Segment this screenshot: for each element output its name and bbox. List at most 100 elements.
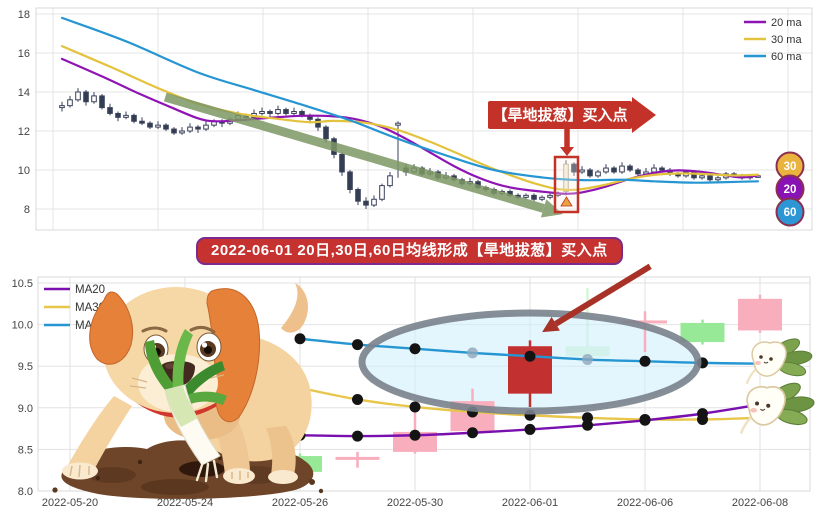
candle — [259, 111, 265, 114]
candle — [651, 167, 657, 173]
candle — [539, 196, 545, 200]
buy-point-callout: 【旱地拔葱】买入点 — [488, 97, 656, 133]
candle — [115, 112, 121, 118]
radish-mouth — [763, 361, 769, 364]
chart-text: 60 — [784, 207, 797, 219]
leek-leaf — [179, 361, 225, 397]
chart-text: 【旱地拔葱】买入点 — [492, 106, 627, 124]
candle — [67, 99, 73, 107]
eye-glint — [201, 342, 208, 348]
dirt-crumb — [52, 487, 58, 493]
ma-line-60ma — [60, 16, 760, 184]
leek-leaf — [172, 329, 193, 391]
bottom-zoom-chart: 8.0 8.5 9.0 9.5 10.0 10.5 2022-05-20 2022-05-24… — [12, 263, 811, 509]
radish-body — [746, 385, 786, 426]
chart-text: 10 — [18, 165, 30, 177]
chart-text: 60 ma — [771, 51, 802, 63]
ma-dot — [524, 350, 536, 362]
radish-eye — [766, 403, 771, 408]
candle-2022-05-27 — [335, 451, 380, 468]
chart-text: 2022-05-26 — [272, 497, 328, 509]
candle — [283, 109, 289, 114]
dog-front-right-paw — [223, 468, 255, 484]
candle — [155, 124, 161, 128]
candle — [59, 105, 65, 109]
ma-badges: 30 20 60 — [775, 151, 805, 227]
radish-character — [740, 382, 815, 434]
chart-text: 18 — [18, 9, 30, 21]
radish-root — [745, 368, 757, 385]
ma-dot — [409, 343, 421, 355]
radish-blush — [755, 361, 761, 365]
candle — [611, 167, 617, 173]
radish-root — [740, 416, 752, 434]
radish-mouth — [760, 408, 766, 411]
candle — [275, 109, 281, 114]
radish-body — [751, 341, 787, 377]
candle — [379, 185, 385, 200]
candle — [563, 163, 569, 192]
ma-dot — [294, 333, 306, 345]
candle — [339, 153, 345, 173]
ma-badge-60 — [775, 197, 805, 227]
candle-2022-06-06 — [623, 311, 667, 353]
candle — [523, 194, 529, 198]
candle — [83, 91, 89, 103]
ma-dot — [409, 429, 421, 441]
chart-text: 2022-06-06 — [617, 497, 673, 509]
chart-text: 2022-05-30 — [387, 497, 443, 509]
scallion-leek — [145, 329, 227, 483]
chart-text: 8.0 — [18, 486, 33, 498]
chart-text: 14 — [18, 87, 30, 99]
candle — [595, 171, 601, 177]
annotation-banner: 2022-06-01 20日,30日,60日均线形成【旱地拔葱】买入点 — [196, 237, 623, 265]
candle — [547, 194, 553, 198]
candle — [131, 114, 137, 122]
dirt-crumb — [318, 488, 324, 494]
candle — [195, 126, 201, 130]
chart-text: 16 — [18, 48, 30, 60]
candle-2022-06-08 — [738, 294, 782, 333]
ma-dot — [467, 427, 478, 439]
candle — [147, 122, 153, 128]
candle — [579, 169, 585, 173]
candle — [99, 95, 105, 109]
candle — [139, 120, 145, 124]
radish-eye — [769, 357, 773, 361]
radish-blush — [750, 408, 758, 413]
radish-eye — [759, 355, 763, 359]
candle — [107, 107, 113, 114]
chart-text: 8 — [24, 204, 30, 216]
leek-leaf — [145, 340, 176, 391]
candle — [75, 91, 81, 101]
candle — [715, 177, 721, 181]
dog-hind-paw — [268, 470, 298, 484]
buy-marker-triangle — [560, 196, 573, 207]
dog-hind-leg — [266, 426, 296, 475]
candle — [699, 175, 705, 179]
paw-toes — [231, 471, 249, 480]
nose-highlight — [165, 363, 175, 369]
ma-dot — [582, 419, 593, 431]
top-legend: 20 ma 30 ma 60 ma — [744, 17, 802, 63]
ma-dot — [352, 393, 363, 405]
dog-illustration — [52, 283, 324, 499]
radish-eye — [755, 401, 760, 406]
chart-text: 2022-05-20 — [42, 497, 98, 509]
candle — [363, 200, 369, 206]
chart-text: 30 — [784, 161, 797, 173]
candle — [323, 126, 329, 140]
chart-text: 10.0 — [12, 320, 33, 332]
candle — [635, 169, 641, 175]
dirt-shadow — [88, 467, 136, 483]
candle — [163, 124, 169, 130]
leek-stalk-tint — [165, 386, 198, 427]
candle — [619, 165, 625, 173]
banner-pointer-arrow — [542, 263, 652, 333]
dog-eyebrow — [141, 326, 168, 333]
callout-down-arrow — [560, 129, 574, 156]
dirt-shadow — [141, 479, 209, 495]
dog-pupil — [204, 346, 212, 354]
